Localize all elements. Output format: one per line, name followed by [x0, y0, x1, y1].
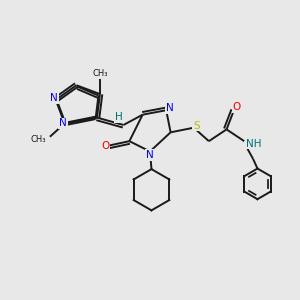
Text: N: N [50, 94, 58, 103]
Text: NH: NH [246, 139, 261, 148]
Text: N: N [146, 150, 154, 160]
Text: N: N [59, 118, 67, 128]
Text: CH₃: CH₃ [31, 135, 46, 144]
Text: N: N [166, 103, 174, 113]
Text: CH₃: CH₃ [92, 69, 108, 78]
Text: S: S [193, 121, 200, 130]
Text: O: O [233, 102, 241, 112]
Text: O: O [101, 141, 110, 151]
Text: H: H [115, 112, 123, 122]
